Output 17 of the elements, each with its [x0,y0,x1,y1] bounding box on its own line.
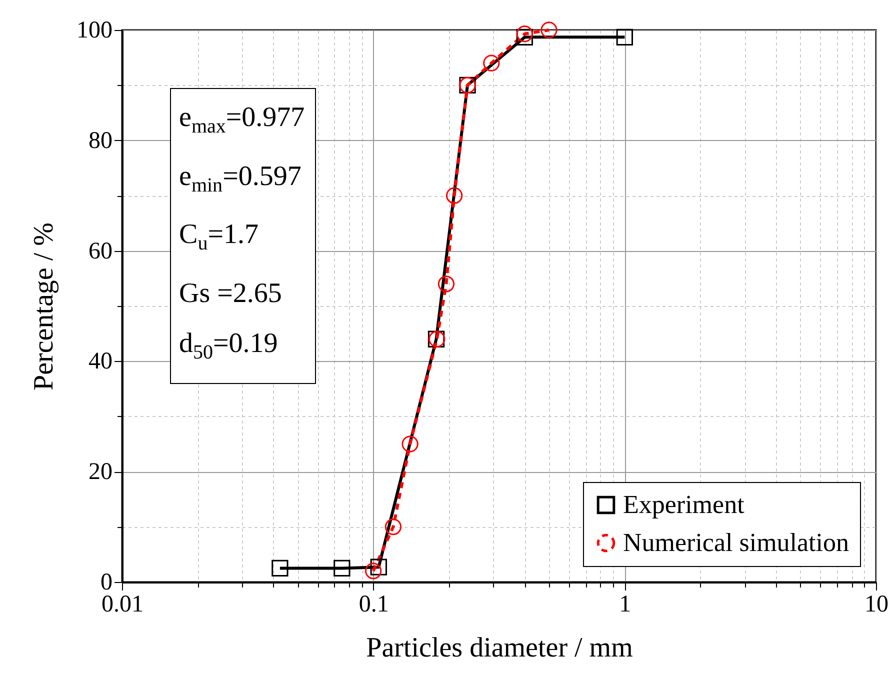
annotation: e$_{max}$=0.977 [179,101,305,140]
annotation: Gs =2.65 [179,276,283,311]
annotation: d$_{50}$=0.19 [179,326,279,366]
legend-label: Experiment [623,490,746,519]
annotation: C$_{u}$=1.7 [179,218,260,257]
y-tick-label: 40 [88,348,112,375]
x-tick-label: 1 [619,592,632,618]
y-tick-label: 100 [76,18,112,44]
x-tick-label: 10 [864,592,888,618]
y-axis-title: Percentage / % [28,222,60,390]
legend-label: Numerical simulation [623,528,850,557]
y-tick-label: 80 [88,128,112,154]
y-tick-label: 60 [88,238,112,264]
x-tick-label: 0.1 [358,592,389,618]
y-tick-label: 20 [88,459,112,486]
x-axis-title: Particles diameter / mm [366,632,634,664]
annotation: e$_{min}$=0.597 [179,160,302,198]
